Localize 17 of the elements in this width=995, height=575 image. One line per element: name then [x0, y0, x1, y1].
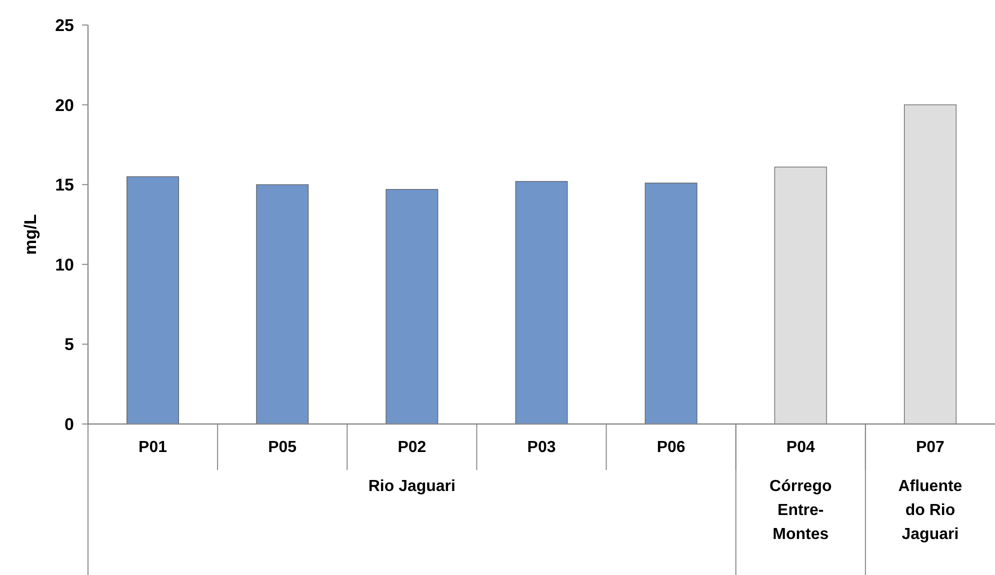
x-tick-label: P07	[916, 439, 945, 456]
x-tick-label: P04	[786, 439, 815, 456]
x-tick-label: P03	[527, 439, 556, 456]
y-tick-label: 20	[55, 96, 74, 115]
text: Afluente do Rio Jaguari	[898, 478, 962, 543]
y-tick-label: 25	[55, 16, 74, 35]
x-tick-label: P02	[398, 439, 426, 456]
text: Córrego Entre-Montes	[770, 478, 832, 543]
x-tick-label: P06	[656, 439, 686, 456]
y-tick-label: 15	[55, 176, 74, 195]
x-tick-label: P01	[138, 439, 168, 456]
x-tick-label: P05	[268, 439, 297, 456]
y-tick-label: 5	[64, 335, 74, 354]
text: Rio Jaguari	[368, 478, 456, 495]
y-tick-label: 10	[55, 255, 74, 274]
y-tick-label: 0	[64, 414, 74, 434]
y-axis-title: mg/L	[21, 214, 40, 255]
